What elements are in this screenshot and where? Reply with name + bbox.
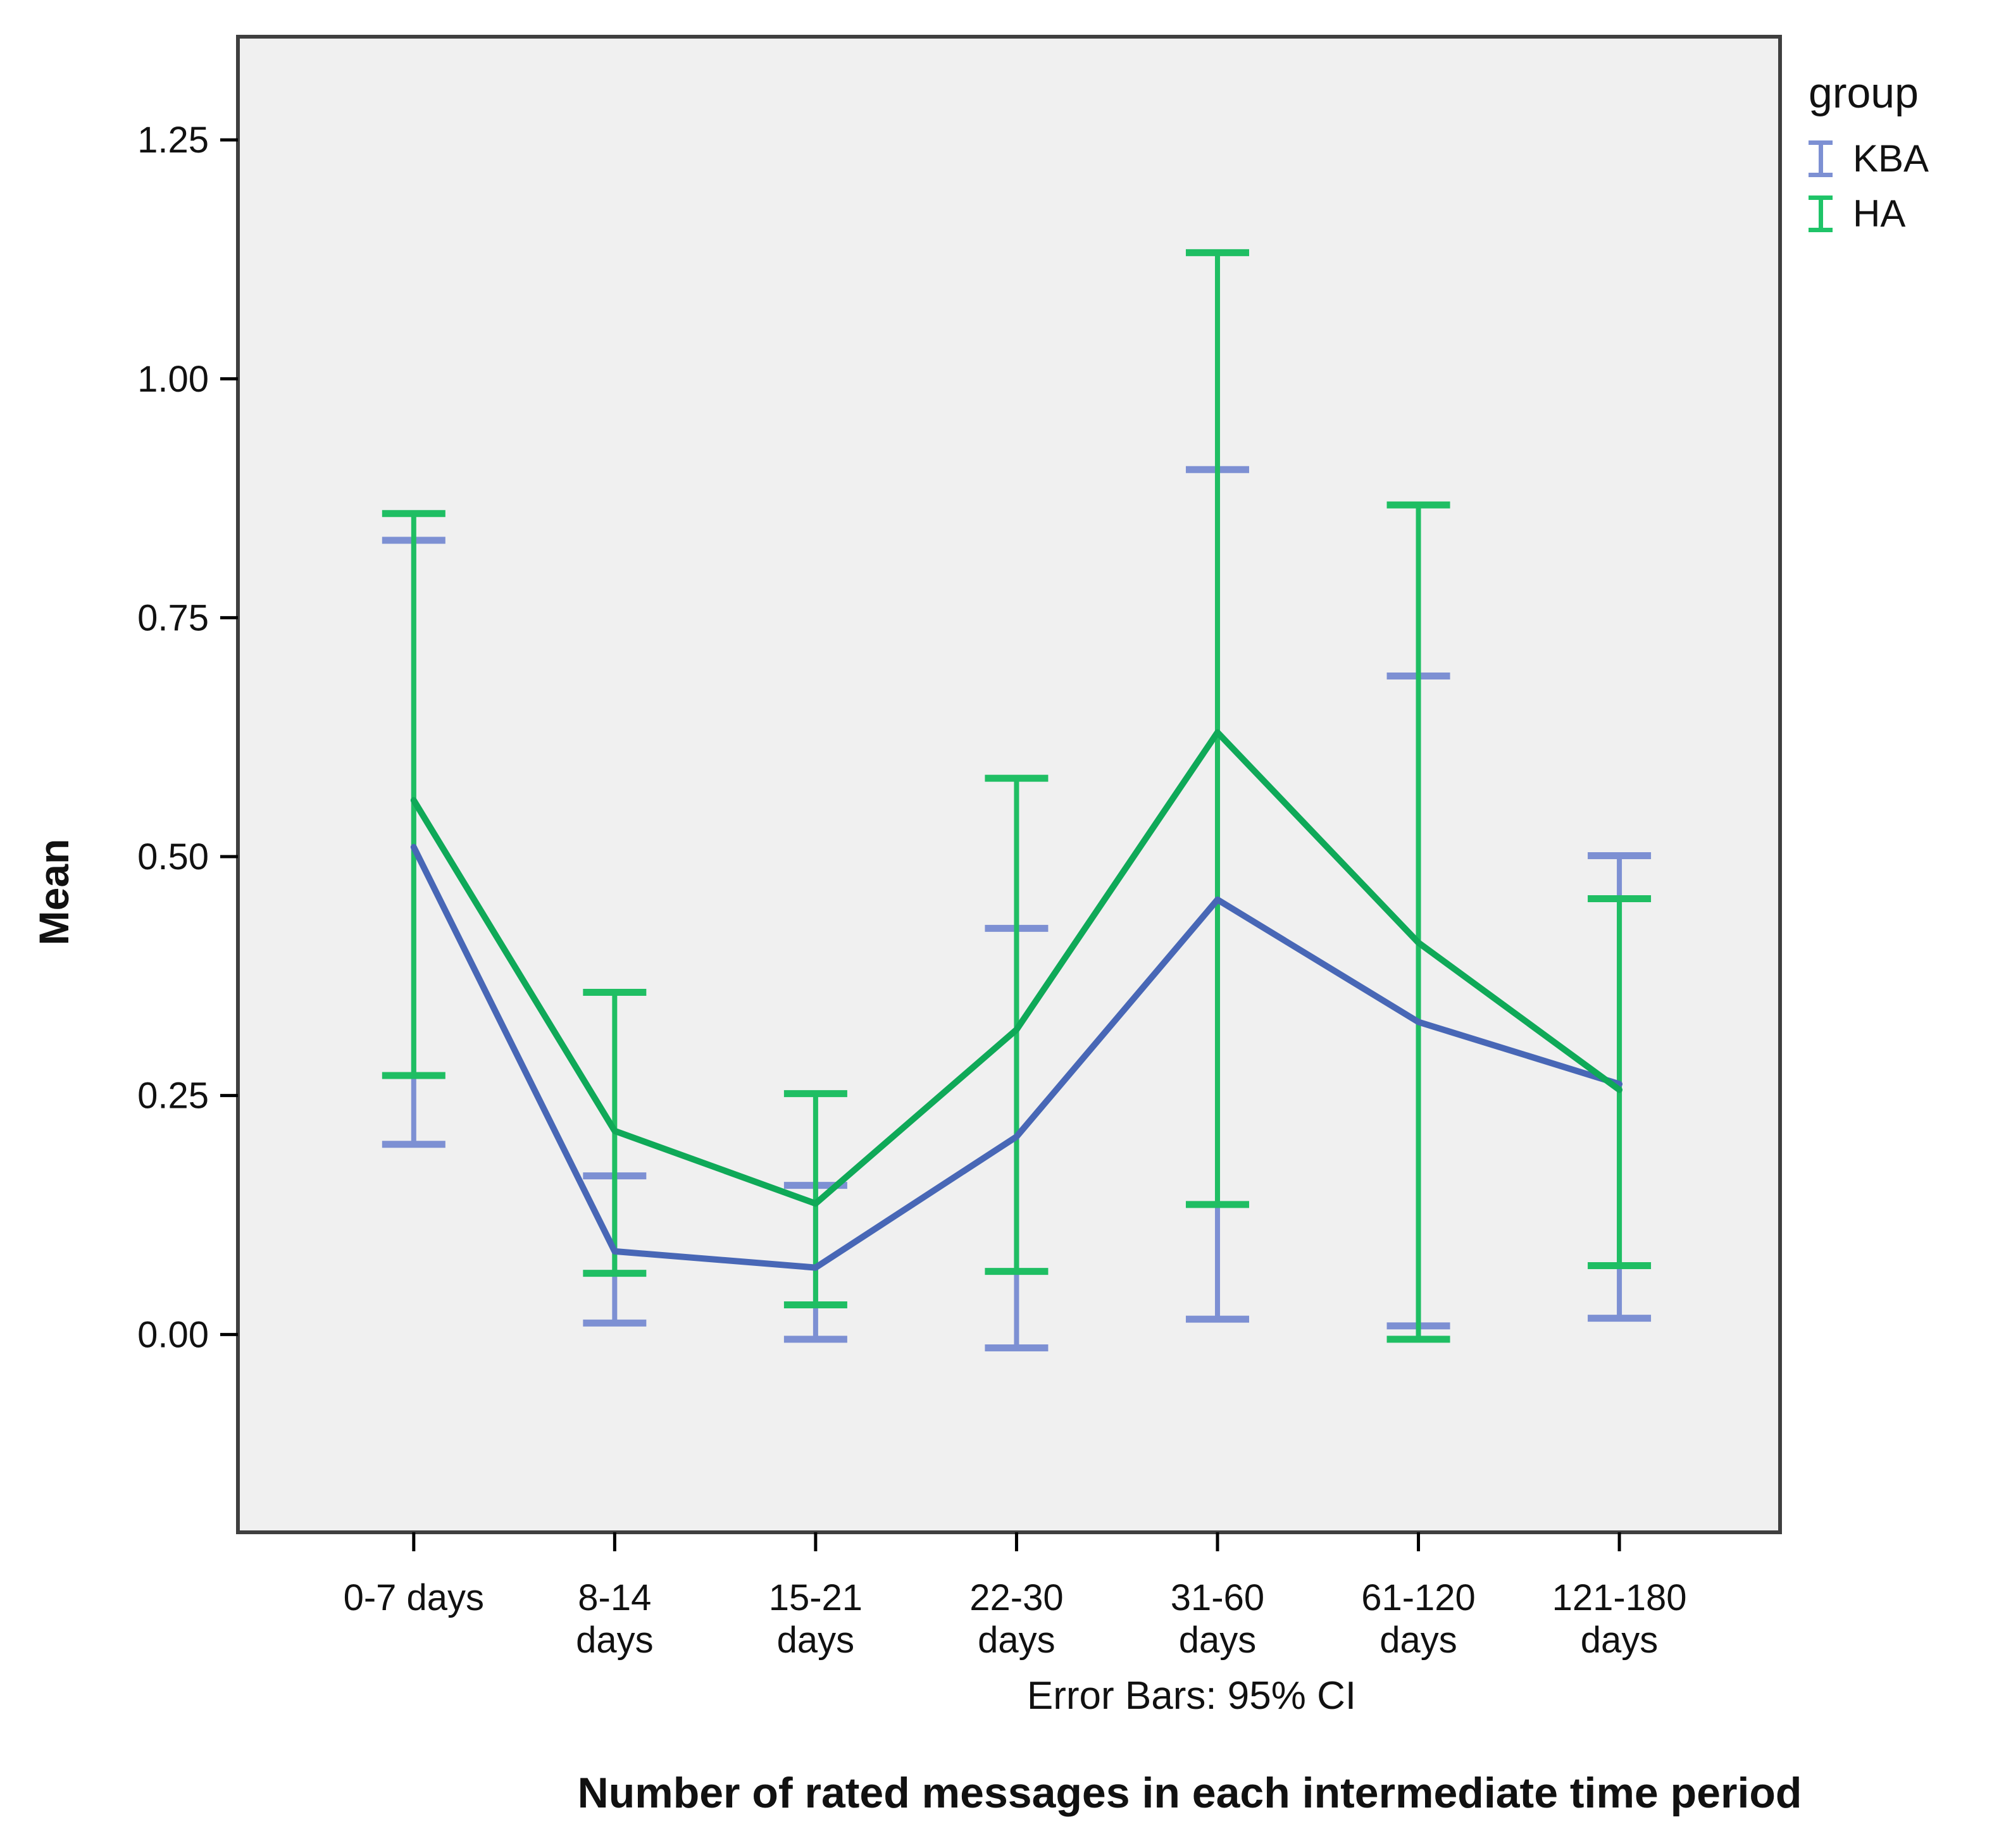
legend-entry-kba: KBA: [1809, 137, 1929, 180]
y-axis-title: Mean: [30, 838, 77, 946]
error-bar-ha: [382, 510, 445, 1079]
y-tick-label: 1.25: [137, 120, 209, 161]
icon-cap-bottom: [1809, 172, 1833, 177]
x-tick-label: 121-180 days: [1552, 1577, 1687, 1661]
icon-cap-bottom: [1809, 227, 1833, 232]
legend: group KBA HA: [1809, 68, 1929, 235]
error-bars-footnote: Error Bars: 95% CI: [1026, 1674, 1357, 1718]
x-tick-label: 61-120 days: [1361, 1577, 1476, 1661]
series-line-kba: [410, 843, 1623, 1271]
y-tick-label: 0.75: [137, 597, 209, 638]
y-tick-label: 1.00: [137, 359, 209, 400]
x-tick-label: 22-30 days: [969, 1577, 1063, 1661]
error-bar-ha: [1185, 249, 1249, 1208]
y-tick-label: 0.25: [137, 1076, 209, 1117]
icon-bar: [1818, 144, 1823, 173]
kba-errorbar-icon: [1809, 140, 1833, 177]
x-tick-label: 31-60 days: [1171, 1577, 1264, 1661]
legend-label-kba: KBA: [1853, 137, 1929, 180]
icon-bar: [1818, 199, 1823, 228]
x-tick-label: 15-21 days: [769, 1577, 862, 1661]
legend-entry-ha: HA: [1809, 192, 1929, 235]
x-tick-label: 0-7 days: [344, 1577, 484, 1618]
icon-cap-top: [1809, 195, 1833, 200]
series-line-ha: [410, 729, 1623, 1207]
legend-label-ha: HA: [1853, 192, 1906, 235]
legend-title: group: [1809, 69, 1919, 117]
x-axis-caption: Number of rated messages in each interme…: [577, 1769, 1802, 1817]
y-tick-label: 0.00: [137, 1314, 209, 1355]
x-tick-label: 8-14 days: [576, 1577, 654, 1661]
icon-cap-top: [1809, 140, 1833, 145]
plot-area: [236, 35, 1782, 1534]
error-bar-ha: [1386, 501, 1450, 1343]
y-tick-label: 0.50: [137, 836, 209, 877]
ha-errorbar-icon: [1809, 195, 1833, 232]
